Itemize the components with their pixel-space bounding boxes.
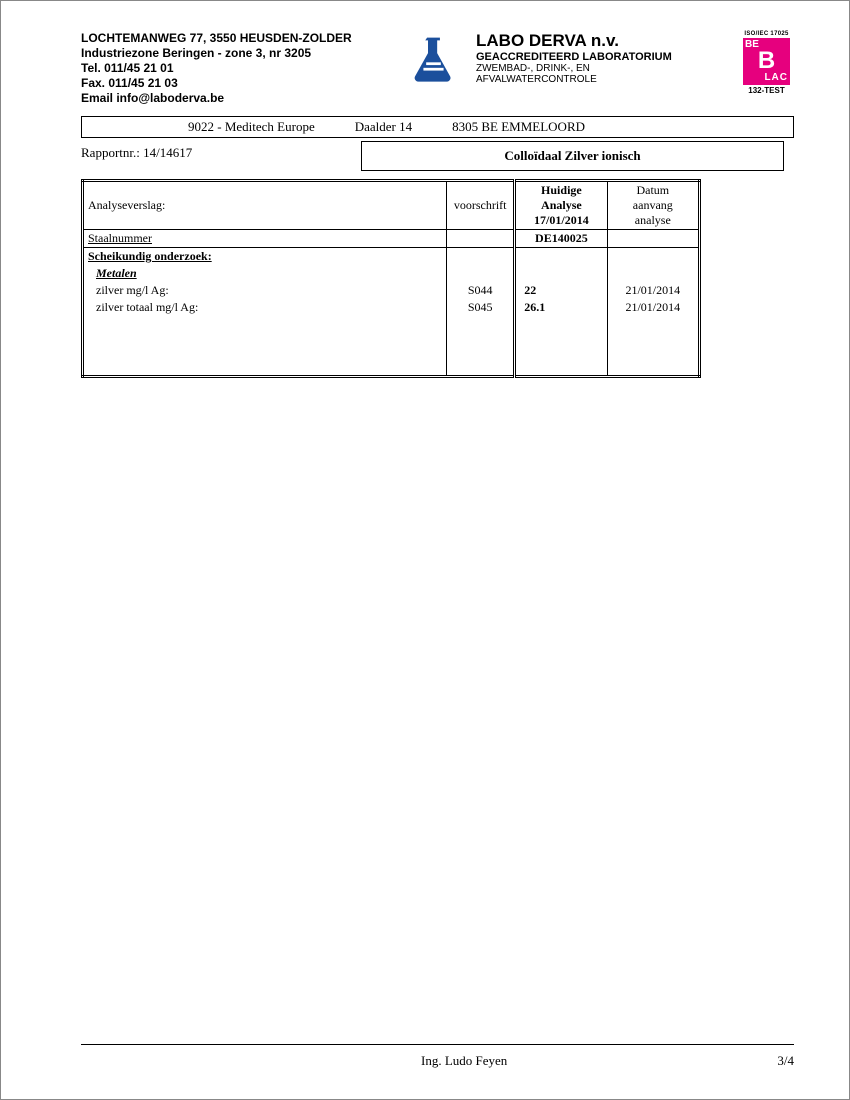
belac-logo-icon: BE B LAC (743, 38, 790, 85)
page-number: 3/4 (777, 1053, 794, 1069)
company-info: LABO DERVA n.v. GEACCREDITEERD LABORATOR… (476, 31, 729, 106)
tel: Tel. 011/45 21 01 (81, 61, 391, 76)
hdr-datum-aanvang: Datum aanvang analyse (607, 181, 699, 230)
company-services-2: AFVALWATERCONTROLE (476, 74, 729, 85)
subsection-metalen: Metalen (83, 265, 447, 282)
section-scheikundig: Scheikundig onderzoek: (83, 248, 447, 266)
client-code-name: 9022 - Meditech Europe (188, 119, 315, 135)
row-zilver-date: 21/01/2014 (607, 282, 699, 299)
report-number: Rapportnr.: 14/14617 (81, 141, 361, 161)
addr-line1: LOCHTEMANWEG 77, 3550 HEUSDEN-ZOLDER (81, 31, 391, 46)
report-row: Rapportnr.: 14/14617 Colloïdaal Zilver i… (81, 141, 794, 171)
lab-address: LOCHTEMANWEG 77, 3550 HEUSDEN-ZOLDER Ind… (81, 31, 391, 106)
staalnummer-value: DE140025 (515, 230, 607, 248)
belac-accreditation: ISO/IEC 17025 BE B LAC 132-TEST (739, 31, 794, 106)
addr-line2: Industriezone Beringen - zone 3, nr 3205 (81, 46, 391, 61)
company-name: LABO DERVA n.v. (476, 31, 729, 51)
row-zilver-code: S044 (447, 282, 515, 299)
company-services-1: ZWEMBAD-, DRINK-, EN (476, 63, 729, 74)
analysis-table: Analyseverslag: voorschrift Huidige Anal… (81, 179, 701, 378)
row-zilver-totaal-value: 26.1 (515, 299, 607, 316)
header: LOCHTEMANWEG 77, 3550 HEUSDEN-ZOLDER Ind… (81, 31, 794, 106)
hdr-huidige-analyse: Huidige Analyse 17/01/2014 (515, 181, 607, 230)
client-box: 9022 - Meditech Europe Daalder 14 8305 B… (81, 116, 794, 138)
hdr-voorschrift: voorschrift (447, 181, 515, 230)
footer: Ing. Ludo Feyen 3/4 (81, 1044, 794, 1069)
hdr-analyseverslag: Analyseverslag: (83, 181, 447, 230)
flask-logo (401, 31, 466, 106)
row-zilver-totaal-label: zilver totaal mg/l Ag: (83, 299, 447, 316)
client-city: 8305 BE EMMELOORD (452, 119, 585, 135)
belac-iso: ISO/IEC 17025 (739, 31, 794, 37)
company-accredited: GEACCREDITEERD LABORATORIUM (476, 51, 729, 63)
sample-name: Colloïdaal Zilver ionisch (361, 141, 784, 171)
belac-test-number: 132-TEST (739, 86, 794, 95)
staalnummer-label: Staalnummer (83, 230, 447, 248)
footer-divider (81, 1044, 794, 1045)
fax: Fax. 011/45 21 03 (81, 76, 391, 91)
row-zilver-value: 22 (515, 282, 607, 299)
client-street: Daalder 14 (355, 119, 412, 135)
email: Email info@laboderva.be (81, 91, 391, 106)
row-zilver-totaal-code: S045 (447, 299, 515, 316)
row-zilver-totaal-date: 21/01/2014 (607, 299, 699, 316)
signer-name: Ing. Ludo Feyen (421, 1053, 507, 1069)
row-zilver-label: zilver mg/l Ag: (83, 282, 447, 299)
